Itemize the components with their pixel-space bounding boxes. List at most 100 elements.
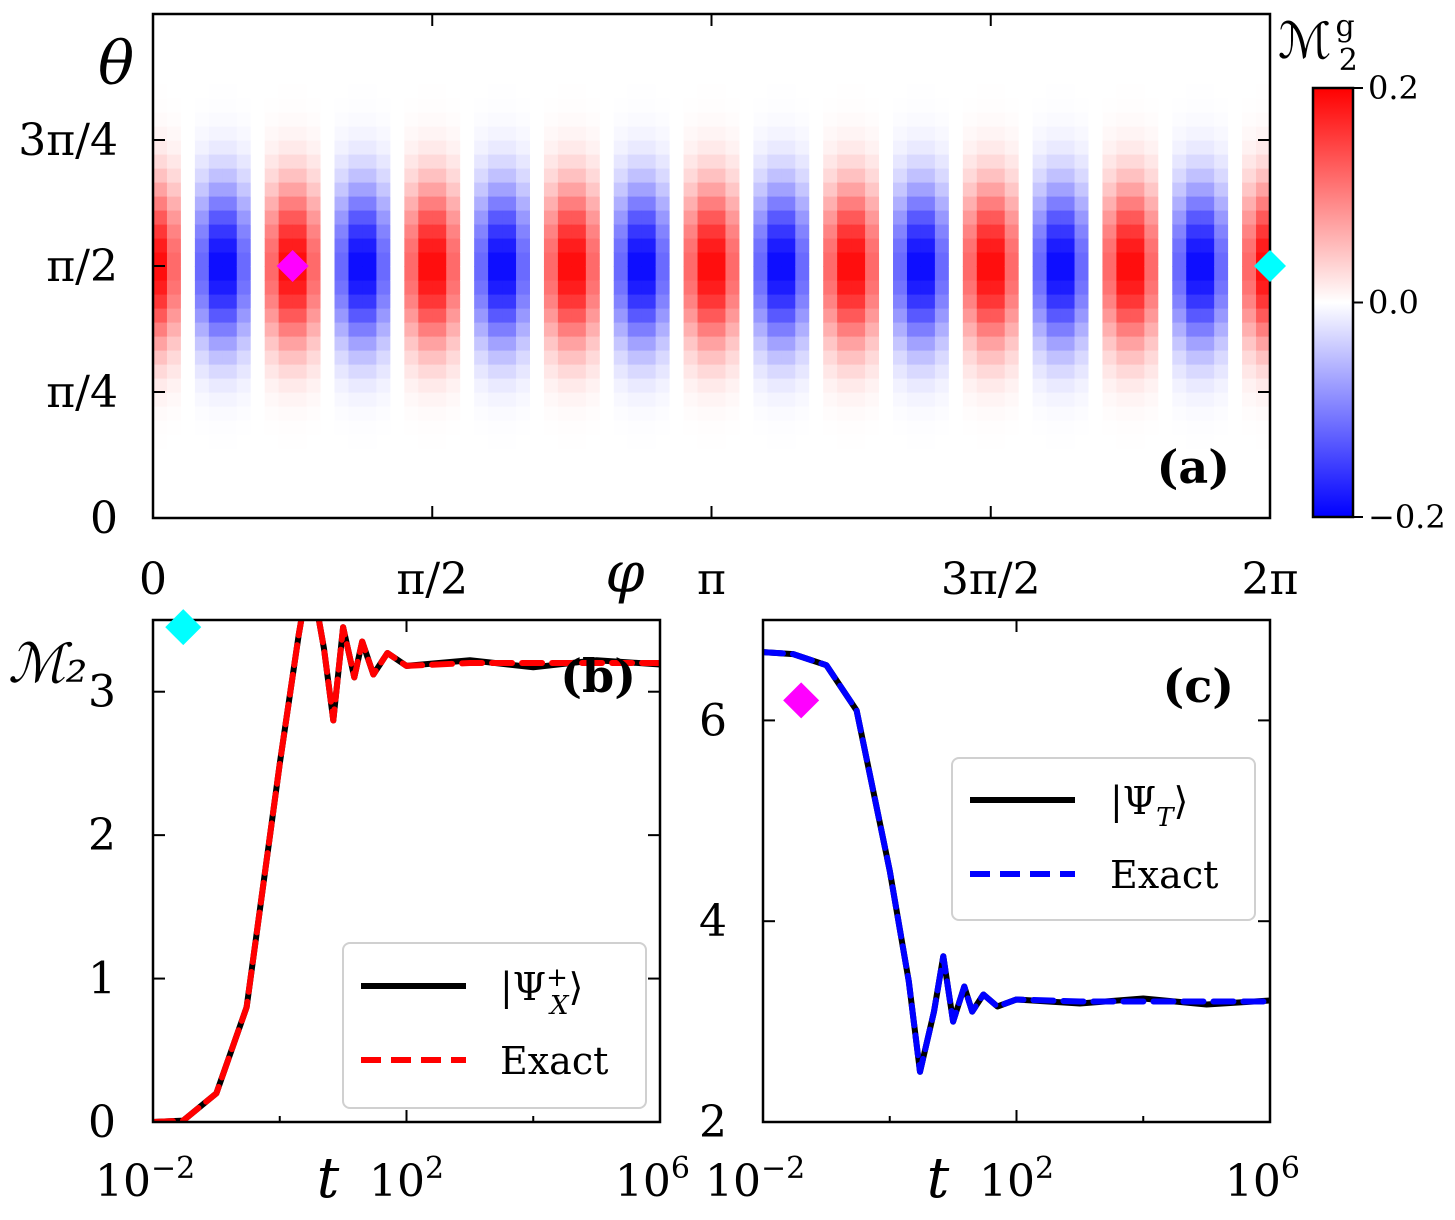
heatmap-cell bbox=[278, 182, 294, 197]
heatmap-cell bbox=[1144, 280, 1159, 295]
heatmap-cell bbox=[334, 448, 350, 463]
heatmap-cell bbox=[348, 462, 364, 477]
heatmap-cell bbox=[613, 98, 629, 113]
heatmap-cell bbox=[432, 392, 447, 407]
heatmap-cell bbox=[795, 28, 810, 43]
heatmap-cell bbox=[166, 490, 182, 505]
heatmap-cell bbox=[739, 336, 754, 351]
heatmap-cell bbox=[418, 378, 433, 393]
heatmap-cell bbox=[529, 196, 545, 211]
heatmap-cell bbox=[446, 476, 461, 491]
heatmap-cell bbox=[1060, 266, 1076, 281]
heatmap-cell bbox=[488, 280, 503, 295]
heatmap-cell bbox=[1172, 420, 1187, 435]
heatmap-cell bbox=[1242, 420, 1257, 435]
heatmap-cell bbox=[1144, 434, 1159, 449]
heatmap-cell bbox=[1074, 154, 1090, 169]
heatmap-cell bbox=[1158, 280, 1173, 295]
heatmap-cell bbox=[1018, 392, 1034, 407]
heatmap-cell bbox=[236, 154, 252, 169]
heatmap-cell bbox=[711, 350, 727, 365]
heatmap-cell bbox=[753, 224, 768, 239]
heatmap-cell bbox=[711, 266, 727, 281]
heatmap-cell bbox=[432, 238, 447, 253]
heatmap-cell bbox=[893, 280, 908, 295]
heatmap-cell bbox=[865, 476, 880, 491]
heatmap-cell bbox=[1032, 322, 1048, 337]
heatmap-cell bbox=[1186, 322, 1201, 337]
heatmap-cell bbox=[1144, 476, 1159, 491]
heatmap-cell bbox=[948, 98, 964, 113]
heatmap-cell bbox=[1144, 140, 1159, 155]
heatmap-cell bbox=[823, 406, 838, 421]
heatmap-cell bbox=[599, 462, 615, 477]
y-tick-label: 3π/4 bbox=[18, 115, 118, 166]
heatmap-cell bbox=[1186, 98, 1201, 113]
heatmap-cell bbox=[222, 406, 238, 421]
heatmap-cell bbox=[809, 140, 824, 155]
heatmap-cell bbox=[516, 28, 531, 43]
heatmap-cell bbox=[1256, 112, 1271, 127]
heatmap-cell bbox=[934, 378, 950, 393]
heatmap-cell bbox=[906, 392, 922, 407]
heatmap-cell bbox=[1060, 154, 1076, 169]
y-tick-label: 0 bbox=[88, 1097, 116, 1148]
heatmap-cell bbox=[599, 420, 615, 435]
heatmap-cell bbox=[418, 14, 433, 29]
heatmap-cell bbox=[543, 84, 559, 99]
heatmap-cell bbox=[474, 336, 489, 351]
heatmap-cell bbox=[711, 434, 727, 449]
heatmap-cell bbox=[1228, 476, 1243, 491]
heatmap-cell bbox=[543, 392, 559, 407]
heatmap-cell bbox=[1144, 14, 1159, 29]
heatmap-cell bbox=[488, 252, 503, 267]
heatmap-cell bbox=[837, 98, 852, 113]
heatmap-cell bbox=[823, 434, 838, 449]
heatmap-cell bbox=[879, 490, 894, 505]
heatmap-cell bbox=[1088, 238, 1104, 253]
heatmap-cell bbox=[948, 476, 964, 491]
heatmap-cell bbox=[893, 98, 908, 113]
heatmap-cell bbox=[753, 476, 768, 491]
heatmap-cell bbox=[613, 14, 629, 29]
heatmap-cell bbox=[1214, 294, 1229, 309]
heatmap-cell bbox=[334, 182, 350, 197]
heatmap-cell bbox=[865, 266, 880, 281]
heatmap-cell bbox=[516, 70, 531, 85]
heatmap-cell bbox=[641, 406, 657, 421]
heatmap-cell bbox=[1088, 182, 1104, 197]
heatmap-cell bbox=[418, 448, 433, 463]
heatmap-cell bbox=[683, 126, 699, 141]
heatmap-cell bbox=[767, 196, 782, 211]
heatmap-cell bbox=[460, 140, 475, 155]
heatmap-cell bbox=[753, 196, 768, 211]
heatmap-cell bbox=[376, 322, 391, 337]
heatmap-cell bbox=[460, 448, 475, 463]
heatmap-cell bbox=[795, 154, 810, 169]
heatmap-cell bbox=[236, 252, 252, 267]
heatmap-cell bbox=[599, 70, 615, 85]
heatmap-cell bbox=[194, 168, 210, 183]
heatmap-cell bbox=[655, 224, 671, 239]
heatmap-cell bbox=[488, 308, 503, 323]
heatmap-cell bbox=[739, 308, 754, 323]
heatmap-cell bbox=[837, 70, 852, 85]
heatmap-cell bbox=[920, 476, 936, 491]
heatmap-cell bbox=[194, 70, 210, 85]
heatmap-cell bbox=[488, 70, 503, 85]
heatmap-cell bbox=[1256, 84, 1271, 99]
heatmap-cell bbox=[1200, 28, 1215, 43]
heatmap-cell bbox=[781, 406, 796, 421]
heatmap-cell bbox=[767, 14, 782, 29]
heatmap-cell bbox=[264, 434, 280, 449]
heatmap-cell bbox=[1130, 420, 1145, 435]
heatmap-cell bbox=[1004, 448, 1020, 463]
heatmap-cell bbox=[739, 56, 754, 71]
heatmap-cell bbox=[236, 70, 252, 85]
heatmap-cell bbox=[1060, 70, 1076, 85]
heatmap-cell bbox=[1130, 336, 1145, 351]
heatmap-cell bbox=[208, 322, 224, 337]
heatmap-cell bbox=[990, 84, 1006, 99]
heatmap-cell bbox=[851, 56, 866, 71]
heatmap-cell bbox=[404, 294, 419, 309]
